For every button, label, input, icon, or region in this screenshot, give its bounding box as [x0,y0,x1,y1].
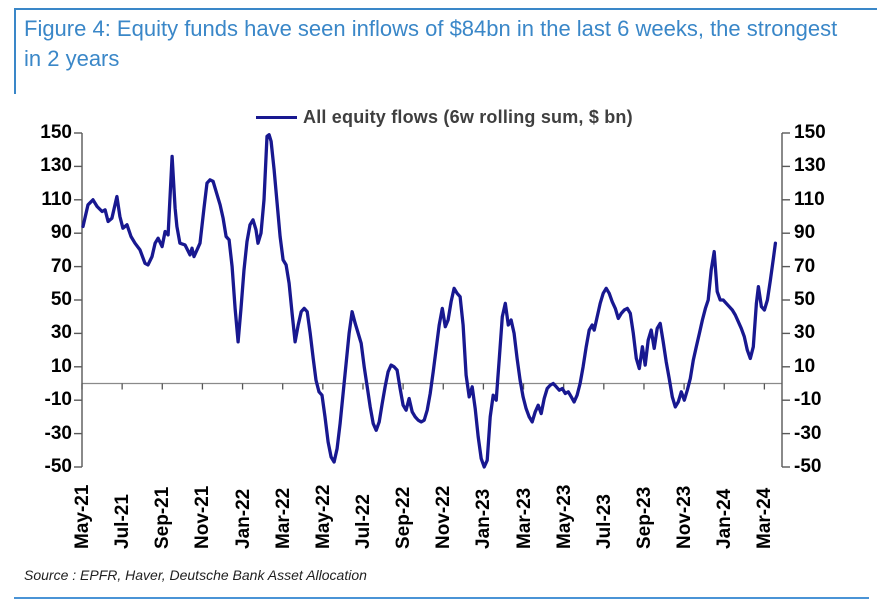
y-tick-label-left: 110 [41,188,72,210]
x-tick-label: Nov-21 [192,485,214,549]
y-tick-label-right: 30 [794,322,816,344]
chart-legend: All equity flows (6w rolling sum, $ bn) [256,107,633,128]
y-tick-label-left: 50 [50,289,72,310]
y-tick-label-left: -50 [44,456,72,477]
y-tick-label-right: 10 [794,355,816,377]
y-tick-label-left: 10 [50,355,72,377]
x-tick-label: Sep-21 [152,486,174,549]
legend-line-marker [256,116,297,119]
x-tick-label: Mar-22 [272,487,294,549]
series-line [81,133,778,469]
y-tick-label-right: 110 [794,188,825,210]
y-tick-label-right: 150 [794,122,826,143]
source-note: Source : EPFR, Haver, Deutsche Bank Asse… [24,567,367,583]
bottom-rule [14,597,869,599]
y-tick-label-left: 90 [50,222,72,244]
x-tick-label: Sep-23 [633,486,655,549]
axes [74,132,790,468]
x-tick-label: Jan-24 [714,488,736,549]
y-tick-label-right: 50 [794,289,816,310]
figure-title: Figure 4: Equity funds have seen inflows… [24,16,838,71]
title-left-border [14,8,16,94]
y-tick-label-left: 30 [50,322,72,344]
equity-flows-line [81,133,778,469]
title-top-border [14,8,877,10]
y-tick-label-left: 70 [50,255,72,277]
x-tick-label: May-22 [312,484,334,549]
y-tick-label-right: -50 [794,456,822,477]
y-tick-label-left: -10 [44,389,72,411]
x-tick-label: Nov-23 [674,485,696,549]
y-tick-label-left: 130 [40,155,72,177]
y-tick-label-left: 150 [40,122,72,143]
y-tick-label-right: -10 [794,389,822,411]
x-tick-label: May-23 [553,484,575,549]
y-tick-label-right: -30 [794,422,822,444]
legend-label: All equity flows (6w rolling sum, $ bn) [303,107,633,127]
x-tick-label: Mar-23 [513,487,535,549]
x-tick-label: Jul-22 [352,494,374,549]
y-tick-label-left: -30 [44,422,72,444]
y-tick-label-right: 130 [794,155,826,177]
y-tick-label-right: 70 [794,255,816,277]
x-tick-label: Jan-22 [232,488,254,549]
x-tick-label: Jul-23 [593,494,615,549]
x-tick-label: Nov-22 [433,485,455,549]
x-tick-label: Sep-22 [393,486,415,549]
x-tick-label: Mar-24 [754,487,776,549]
x-tick-label: Jan-23 [473,488,495,549]
y-tick-label-right: 90 [794,222,816,244]
x-tick-label: May-21 [72,484,93,549]
x-tick-label: Jul-21 [112,494,134,549]
